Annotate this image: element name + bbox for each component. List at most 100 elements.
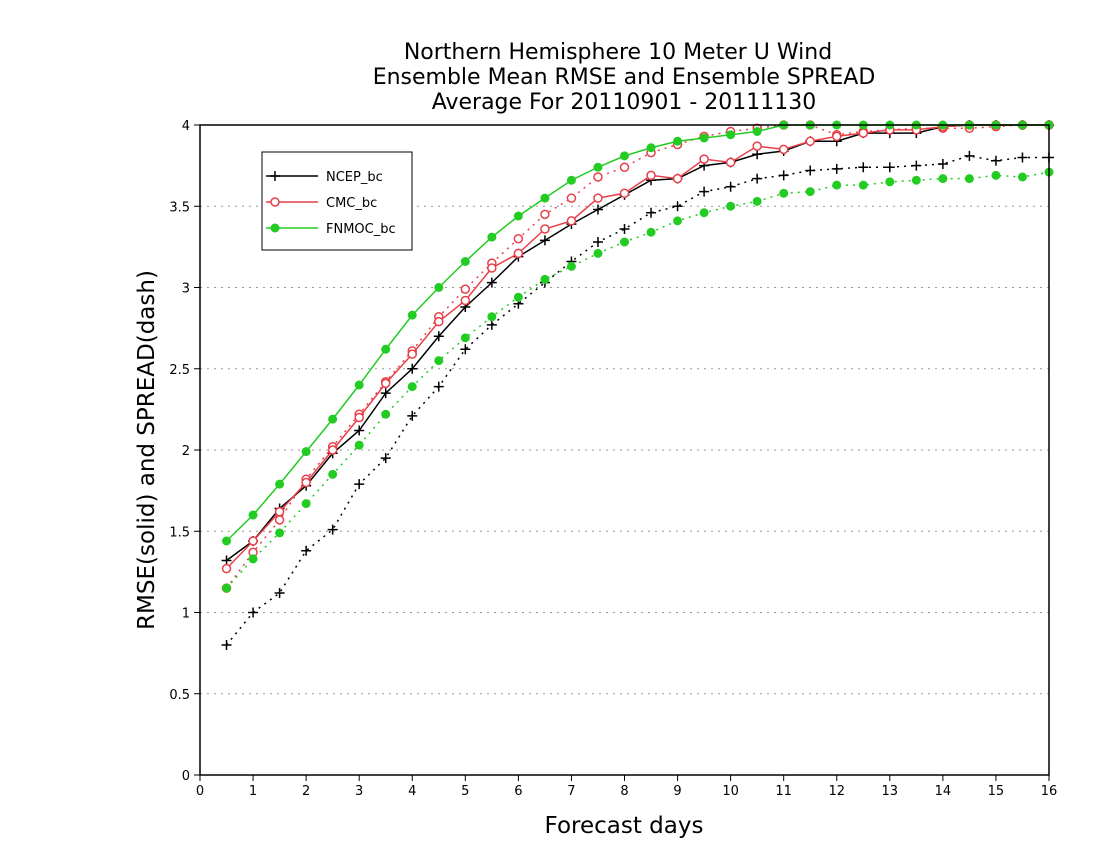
fnmoc-bc-rmse-point — [487, 232, 497, 242]
fnmoc-bc-rmse-point — [540, 193, 550, 203]
cmc-bc-rmse-point — [460, 295, 471, 306]
cmc-bc-rmse-point — [221, 563, 232, 574]
title-line-1: Northern Hemisphere 10 Meter U Wind — [404, 40, 832, 65]
grid — [200, 205, 1049, 695]
cmc-bc-rmse-point — [778, 144, 789, 155]
fnmoc-bc-spread-point — [620, 237, 629, 247]
legend-marker — [270, 223, 280, 233]
fnmoc-bc-spread-point — [1017, 172, 1027, 182]
cmc-bc-rmse-point — [619, 188, 630, 198]
ncep-bc-rmse-point — [433, 331, 444, 342]
ncep-bc-rmse-point — [752, 149, 763, 160]
ncep-bc-spread-point — [460, 344, 471, 355]
fnmoc-bc-spread-point — [858, 180, 868, 190]
fnmoc-bc-rmse-point — [699, 133, 709, 143]
y-tick-label: 0 — [182, 769, 190, 784]
fnmoc-bc-spread-point — [381, 409, 391, 419]
fnmoc-bc-rmse-point — [301, 447, 311, 457]
cmc-bc-rmse-point — [513, 248, 524, 259]
cmc-bc-rmse-point — [248, 536, 258, 546]
ncep-bc-spread-point — [858, 162, 869, 173]
legend-entry-fnmoc-bc: FNMOC_bc — [266, 222, 396, 237]
ncep-bc-spread-point — [672, 201, 683, 212]
fnmoc-bc-rmse-point — [354, 380, 364, 390]
cmc-bc-rmse-point — [725, 157, 736, 168]
y-tick-label: 4 — [182, 119, 190, 134]
fnmoc-bc-rmse-point — [381, 344, 391, 354]
cmc-bc-rmse-point — [380, 378, 391, 389]
cmc-bc-rmse-point — [699, 154, 709, 164]
cmc-bc-rmse-point — [672, 173, 683, 184]
fnmoc-bc-rmse-point — [566, 175, 576, 185]
fnmoc-bc-spread-point — [328, 469, 338, 479]
legend-label: CMC_bc — [326, 196, 377, 211]
ncep-bc-spread-point — [407, 410, 418, 421]
fnmoc-bc-spread-point — [805, 187, 815, 197]
fnmoc-bc-rmse-point — [646, 143, 656, 153]
plot-series — [221, 120, 1054, 650]
fnmoc-bc-rmse-point — [460, 257, 470, 266]
fnmoc-bc-spread-point — [566, 261, 576, 271]
x-axis-label: Forecast days — [545, 813, 704, 839]
ncep-bc-spread-point — [1017, 152, 1028, 163]
ncep-bc-spread-point — [433, 381, 444, 392]
fnmoc-bc-spread-point — [460, 333, 470, 343]
fnmoc-bc-spread-point — [726, 201, 736, 211]
ncep-bc-spread-point — [964, 150, 975, 161]
cmc-bc-rmse-point — [274, 507, 285, 517]
ncep-bc-spread-point — [911, 160, 922, 171]
ncep-bc-spread-point — [699, 186, 710, 197]
cmc-bc-rmse-point — [434, 316, 444, 327]
fnmoc-bc-spread-point — [513, 292, 523, 302]
fnmoc-bc-spread-point — [434, 356, 444, 366]
legend-marker — [270, 197, 280, 207]
fnmoc-bc-spread-point — [699, 208, 709, 218]
fnmoc-bc-rmse-point — [620, 151, 629, 161]
fnmoc-bc-spread-point — [301, 499, 311, 509]
cmc-bc-rmse-point — [540, 224, 550, 234]
fnmoc-bc-spread-point — [964, 174, 974, 184]
ncep-bc-rmse-point — [486, 277, 497, 288]
x-tick-label: 4 — [408, 784, 416, 799]
y-tick-label: 1.5 — [169, 525, 190, 540]
x-tick-label: 14 — [935, 784, 952, 799]
ncep-bc-spread-point — [646, 207, 657, 218]
fnmoc-bc-spread-point — [275, 528, 285, 538]
fnmoc-bc-spread-point — [991, 170, 1001, 180]
y-tick-label: 2 — [182, 444, 190, 459]
ncep-bc-spread-point — [937, 159, 948, 169]
ncep-bc-spread-point — [221, 640, 232, 650]
ncep-bc-spread-point — [248, 607, 259, 618]
ncep-bc-rmse-point — [354, 425, 365, 436]
title-line-3: Average For 20110901 - 20111130 — [432, 90, 817, 115]
x-tick-label: 5 — [461, 784, 469, 799]
fnmoc-bc-rmse-point — [752, 127, 762, 136]
fnmoc-bc-rmse-point — [434, 283, 444, 292]
ncep-bc-spread-point — [619, 224, 630, 234]
ncep-bc-spread-series — [221, 150, 1054, 650]
x-tick-label: 7 — [567, 784, 575, 799]
cmc-bc-rmse-point — [805, 136, 815, 146]
fnmoc-bc-rmse-point — [328, 414, 338, 424]
ncep-bc-spread-point — [301, 545, 312, 556]
fnmoc-bc-rmse-point — [726, 130, 736, 140]
fnmoc-bc-spread-line — [225, 171, 1050, 589]
ncep-bc-spread-point — [805, 165, 816, 176]
cmc-bc-rmse-point — [832, 131, 842, 142]
fnmoc-bc-spread-point — [673, 216, 683, 226]
fnmoc-bc-rmse-point — [593, 162, 603, 172]
fnmoc-bc-spread-point — [885, 177, 895, 187]
ncep-bc-rmse-point — [407, 363, 418, 374]
ncep-bc-spread-point — [752, 173, 763, 184]
y-axis-label: RMSE(solid) and SPREAD(dash) — [134, 270, 160, 630]
x-tick-label: 1 — [249, 784, 257, 799]
fnmoc-bc-rmse-point — [407, 310, 417, 320]
fnmoc-bc-rmse-point — [513, 211, 523, 221]
title-line-2: Ensemble Mean RMSE and Ensemble SPREAD — [373, 65, 876, 90]
x-tick-label: 10 — [722, 784, 739, 799]
cmc-bc-rmse-point — [858, 128, 869, 138]
fnmoc-bc-rmse-point — [673, 136, 683, 146]
legend-label: NCEP_bc — [326, 170, 383, 185]
ncep-bc-spread-point — [380, 453, 391, 464]
x-tick-label: 0 — [196, 784, 204, 799]
